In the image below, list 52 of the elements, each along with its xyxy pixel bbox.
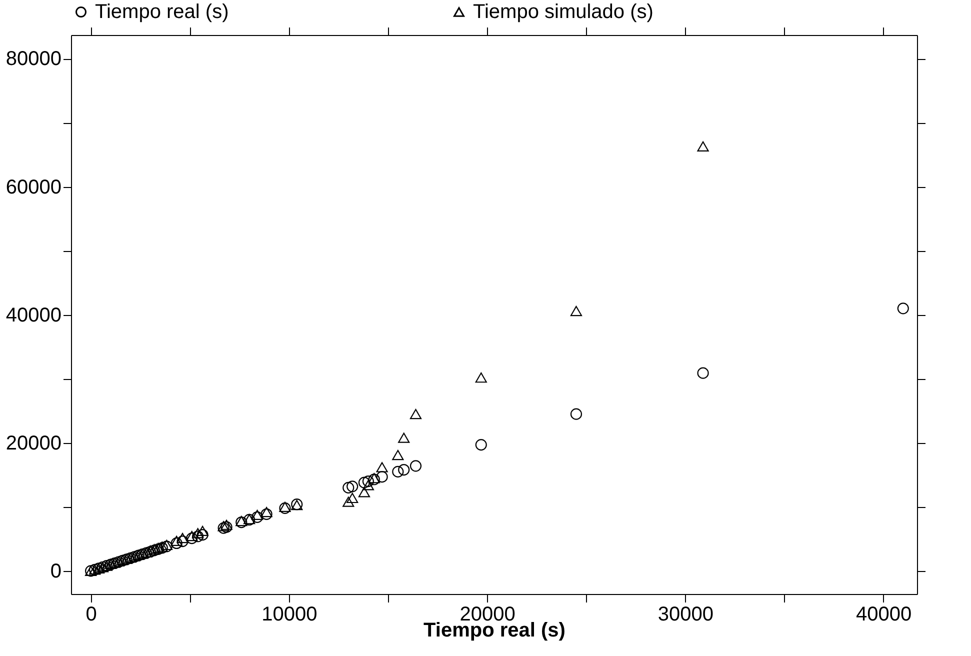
point: [192, 528, 204, 538]
point: [346, 492, 358, 504]
point: [220, 520, 232, 530]
point: [897, 302, 909, 314]
point: [376, 471, 388, 483]
point: [251, 510, 264, 520]
point: [570, 408, 582, 420]
point: [342, 496, 354, 507]
legend-label: Tiempo real (s): [95, 1, 229, 23]
point: [362, 476, 374, 488]
point: [260, 508, 272, 520]
point: [398, 464, 410, 476]
point: [186, 532, 198, 544]
point: [192, 530, 204, 542]
point: [475, 372, 487, 383]
point: [475, 439, 487, 451]
y-tick-label: 80000: [6, 48, 62, 70]
point: [410, 408, 422, 420]
y-tick-label: 40000: [6, 304, 62, 326]
point: [251, 511, 264, 523]
point: [220, 521, 232, 533]
x-tick-label: 10000: [262, 604, 318, 626]
point: [218, 521, 230, 532]
point: [176, 532, 188, 544]
point: [176, 536, 188, 548]
x-tick-label: 0: [86, 604, 97, 626]
point: [398, 432, 410, 443]
y-tick-label: 0: [50, 560, 62, 582]
x-tick-label: 30000: [658, 604, 714, 626]
point: [376, 462, 388, 472]
y-tick-label: 60000: [6, 176, 62, 198]
point: [410, 460, 422, 472]
point: [358, 487, 370, 498]
legend-label: Tiempo simulado (s): [473, 1, 654, 23]
point: [358, 476, 370, 488]
point: [362, 480, 374, 490]
point: [186, 530, 198, 542]
point: [170, 536, 182, 546]
point: [697, 367, 709, 379]
point: [170, 537, 182, 550]
point: [218, 522, 230, 534]
point: [392, 466, 404, 478]
point: [697, 141, 709, 152]
point: [196, 529, 208, 541]
point: [570, 306, 582, 316]
y-tick-label: 20000: [6, 432, 62, 454]
point: [392, 450, 404, 460]
point: [346, 480, 358, 492]
point: [342, 482, 354, 494]
point: [260, 506, 272, 518]
point: [196, 526, 208, 536]
x-tick-label: 40000: [856, 604, 912, 626]
